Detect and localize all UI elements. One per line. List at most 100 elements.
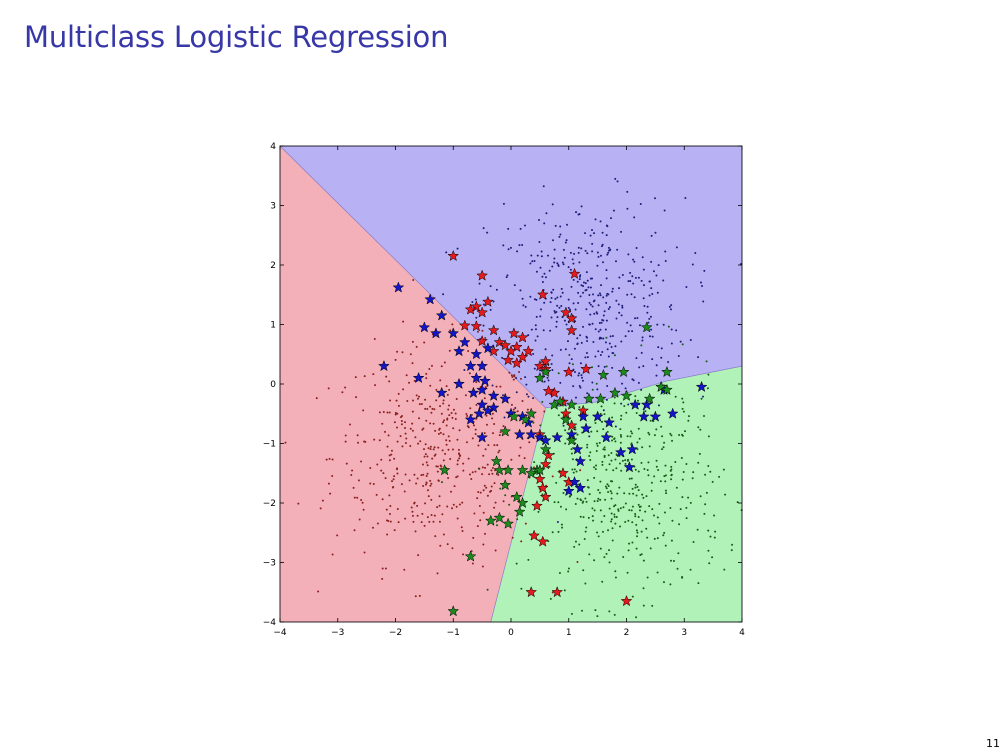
point-blue xyxy=(546,376,549,379)
point-red xyxy=(447,448,450,451)
point-green xyxy=(644,510,647,513)
point-blue xyxy=(584,282,587,285)
point-red xyxy=(451,323,454,326)
point-green xyxy=(661,448,664,451)
point-red xyxy=(445,443,448,446)
point-green xyxy=(681,397,684,400)
point-blue xyxy=(550,316,553,319)
point-blue xyxy=(525,383,528,386)
point-blue xyxy=(588,435,591,438)
point-blue xyxy=(635,357,638,360)
point-green xyxy=(594,422,597,425)
star-blue xyxy=(614,446,627,458)
star-green xyxy=(643,392,656,404)
star-green xyxy=(464,550,477,562)
point-green xyxy=(595,449,598,452)
point-green xyxy=(584,582,587,585)
point-blue xyxy=(562,248,565,251)
point-red xyxy=(408,381,411,384)
point-red xyxy=(327,482,330,485)
point-blue xyxy=(675,246,678,249)
point-green xyxy=(605,365,608,368)
point-green xyxy=(578,543,581,546)
point-blue xyxy=(533,260,536,263)
point-blue xyxy=(616,248,619,251)
point-red xyxy=(445,385,448,388)
point-blue xyxy=(471,301,474,304)
point-green xyxy=(572,471,575,474)
point-green xyxy=(601,460,604,463)
point-green xyxy=(692,541,695,544)
point-green xyxy=(704,473,707,476)
point-green xyxy=(663,441,666,444)
point-green xyxy=(541,400,544,403)
point-green xyxy=(603,413,606,416)
point-red xyxy=(397,521,400,524)
point-green xyxy=(707,529,710,532)
point-red xyxy=(441,449,444,452)
star-blue xyxy=(435,386,448,398)
point-blue xyxy=(553,309,556,312)
point-red xyxy=(381,577,384,580)
point-blue xyxy=(542,329,545,332)
point-green xyxy=(675,486,678,489)
point-blue xyxy=(605,319,608,322)
point-red xyxy=(462,553,465,556)
point-green xyxy=(670,434,673,437)
point-blue xyxy=(648,294,651,297)
point-red xyxy=(437,479,440,482)
point-red xyxy=(425,461,428,464)
star-blue xyxy=(539,434,552,446)
point-red xyxy=(331,458,334,461)
point-green xyxy=(584,497,587,500)
point-red xyxy=(429,405,432,408)
point-blue xyxy=(646,311,649,314)
point-blue xyxy=(597,365,600,368)
point-green xyxy=(698,452,701,455)
point-green xyxy=(723,568,726,571)
point-blue xyxy=(474,298,477,301)
point-blue xyxy=(630,293,633,296)
point-blue xyxy=(554,297,557,300)
point-green xyxy=(603,455,606,458)
point-green xyxy=(665,492,668,495)
point-red xyxy=(435,399,438,402)
point-red xyxy=(450,412,453,415)
point-red xyxy=(375,493,378,496)
point-red xyxy=(411,362,414,365)
point-blue xyxy=(538,218,541,221)
star-green xyxy=(533,464,546,476)
point-green xyxy=(590,430,593,433)
star-red xyxy=(525,586,538,598)
point-red xyxy=(446,505,449,508)
point-blue xyxy=(572,278,575,281)
point-red xyxy=(429,484,432,487)
point-blue xyxy=(482,303,485,306)
star-red xyxy=(507,327,520,339)
point-green xyxy=(631,432,634,435)
star-green xyxy=(502,517,515,529)
point-green xyxy=(679,508,682,511)
point-green xyxy=(641,446,644,449)
point-green xyxy=(685,463,688,466)
point-red xyxy=(389,399,392,402)
point-green xyxy=(611,480,614,483)
point-green xyxy=(642,559,645,562)
point-blue xyxy=(589,234,592,237)
point-blue xyxy=(610,217,613,220)
point-red xyxy=(483,484,486,487)
point-green xyxy=(664,474,667,477)
point-red xyxy=(393,529,396,532)
point-red xyxy=(404,426,407,429)
point-blue xyxy=(586,356,589,359)
point-red xyxy=(372,373,375,376)
point-blue xyxy=(606,384,609,387)
point-red xyxy=(442,421,445,424)
point-blue xyxy=(642,365,645,368)
point-red xyxy=(445,424,448,427)
point-green xyxy=(636,448,639,451)
x-tick-label: 0 xyxy=(508,628,514,638)
point-blue xyxy=(627,253,630,256)
point-red xyxy=(430,498,433,501)
point-red xyxy=(479,491,482,494)
